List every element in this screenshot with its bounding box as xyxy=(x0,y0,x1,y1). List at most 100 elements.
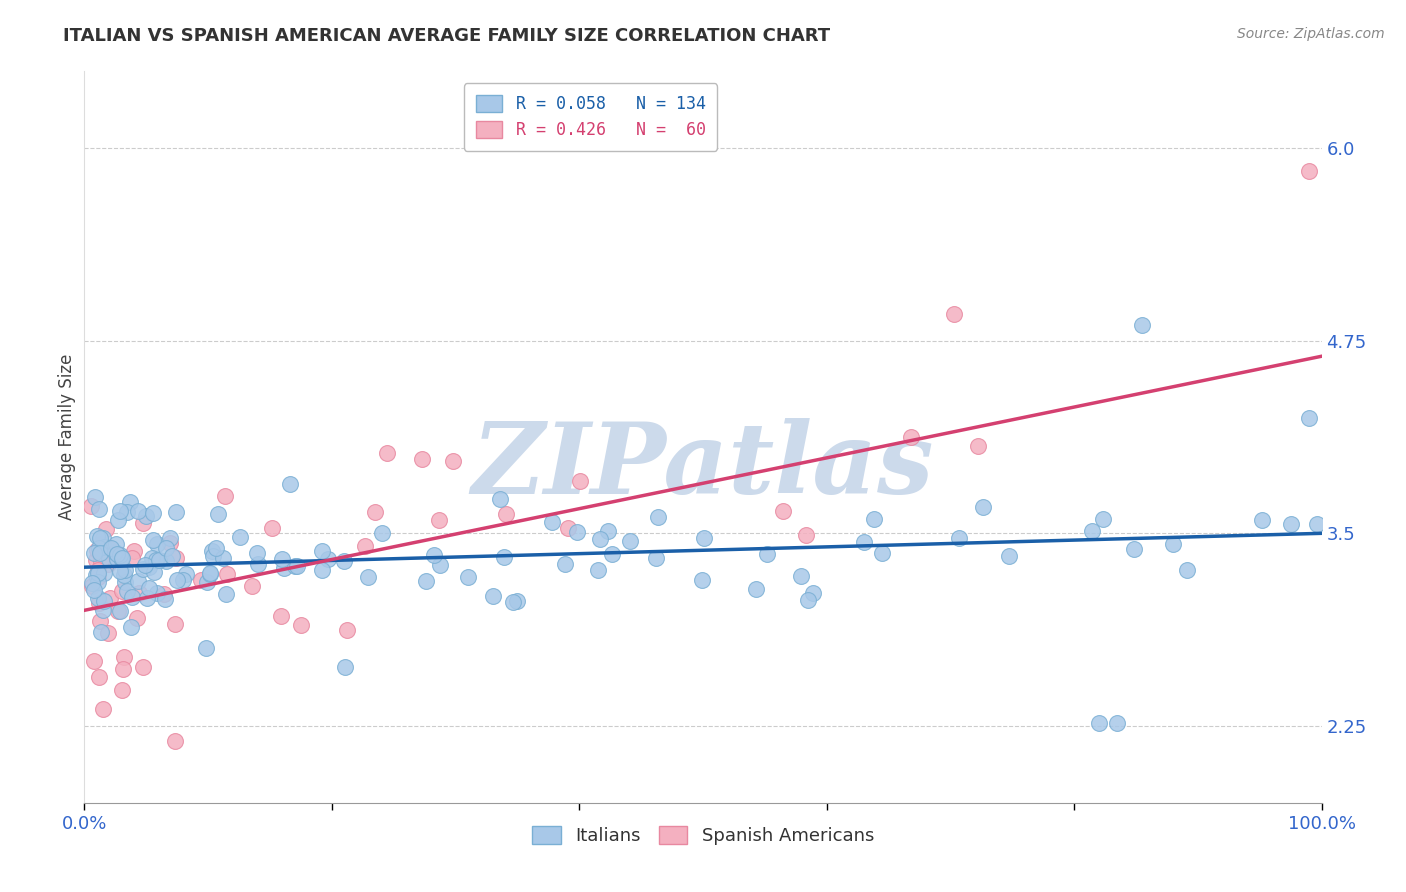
Point xyxy=(1130,318,1153,333)
Point xyxy=(198,566,221,580)
Point xyxy=(333,660,356,674)
Point xyxy=(127,611,149,625)
Point xyxy=(121,550,143,565)
Point xyxy=(174,566,197,581)
Point xyxy=(1251,513,1274,527)
Point xyxy=(693,531,716,545)
Point xyxy=(87,670,110,684)
Point xyxy=(190,573,212,587)
Point xyxy=(596,524,619,539)
Point xyxy=(619,534,641,549)
Point xyxy=(165,505,187,519)
Point xyxy=(565,525,588,540)
Point xyxy=(1123,541,1146,556)
Point xyxy=(166,574,188,588)
Point xyxy=(90,554,112,568)
Point xyxy=(870,546,893,560)
Point xyxy=(89,614,111,628)
Point xyxy=(108,548,131,562)
Text: ZIPatlas: ZIPatlas xyxy=(472,418,934,515)
Point xyxy=(1161,537,1184,551)
Point xyxy=(142,506,165,520)
Point xyxy=(87,566,110,580)
Point xyxy=(948,531,970,545)
Point xyxy=(357,570,380,584)
Point xyxy=(143,565,166,579)
Point xyxy=(1081,524,1104,538)
Point xyxy=(270,608,292,623)
Point xyxy=(121,591,143,605)
Legend: R = 0.058   N = 134, R = 0.426   N =  60: R = 0.058 N = 134, R = 0.426 N = 60 xyxy=(464,83,717,151)
Point xyxy=(506,594,529,608)
Point xyxy=(84,568,107,582)
Point xyxy=(375,446,398,460)
Point xyxy=(589,532,612,546)
Point xyxy=(229,530,252,544)
Point xyxy=(97,552,120,566)
Point xyxy=(647,510,669,524)
Point xyxy=(87,591,110,605)
Point xyxy=(135,508,157,523)
Point xyxy=(145,552,167,566)
Point xyxy=(80,579,103,593)
Point xyxy=(155,541,177,556)
Point xyxy=(1107,715,1129,730)
Point xyxy=(87,541,110,555)
Point xyxy=(96,522,118,536)
Point xyxy=(115,505,138,519)
Point xyxy=(311,544,333,558)
Point xyxy=(201,543,224,558)
Point xyxy=(441,454,464,468)
Point xyxy=(198,567,221,582)
Point xyxy=(756,547,779,561)
Point xyxy=(273,561,295,575)
Point xyxy=(502,594,524,608)
Point xyxy=(120,495,142,509)
Point xyxy=(482,590,505,604)
Point xyxy=(145,586,167,600)
Point xyxy=(207,507,229,521)
Point xyxy=(120,619,142,633)
Point xyxy=(148,553,170,567)
Point xyxy=(285,558,308,573)
Point xyxy=(114,563,136,577)
Point xyxy=(492,549,515,564)
Point xyxy=(93,603,115,617)
Point xyxy=(110,550,132,565)
Point xyxy=(159,531,181,545)
Point xyxy=(84,553,107,567)
Point xyxy=(87,563,110,577)
Point xyxy=(201,549,224,564)
Point xyxy=(86,542,108,557)
Point xyxy=(429,558,451,572)
Point xyxy=(900,430,922,444)
Point xyxy=(427,513,450,527)
Point xyxy=(262,521,284,535)
Point xyxy=(111,584,134,599)
Point xyxy=(790,568,813,582)
Point xyxy=(108,565,131,579)
Point xyxy=(1279,517,1302,532)
Point xyxy=(146,536,169,550)
Point xyxy=(135,591,157,606)
Point xyxy=(111,663,134,677)
Point xyxy=(1298,410,1320,425)
Point xyxy=(554,558,576,572)
Point xyxy=(108,504,131,518)
Point xyxy=(972,500,994,514)
Point xyxy=(89,502,111,516)
Point xyxy=(86,529,108,543)
Point xyxy=(195,574,218,589)
Point xyxy=(131,516,153,531)
Point xyxy=(98,591,121,605)
Point xyxy=(97,626,120,640)
Point xyxy=(270,552,292,566)
Point xyxy=(165,551,187,566)
Point xyxy=(415,574,437,589)
Point xyxy=(215,587,238,601)
Point xyxy=(89,531,111,545)
Point xyxy=(128,586,150,600)
Text: ITALIAN VS SPANISH AMERICAN AVERAGE FAMILY SIZE CORRELATION CHART: ITALIAN VS SPANISH AMERICAN AVERAGE FAMI… xyxy=(63,27,831,45)
Point xyxy=(83,654,105,668)
Point xyxy=(943,307,966,321)
